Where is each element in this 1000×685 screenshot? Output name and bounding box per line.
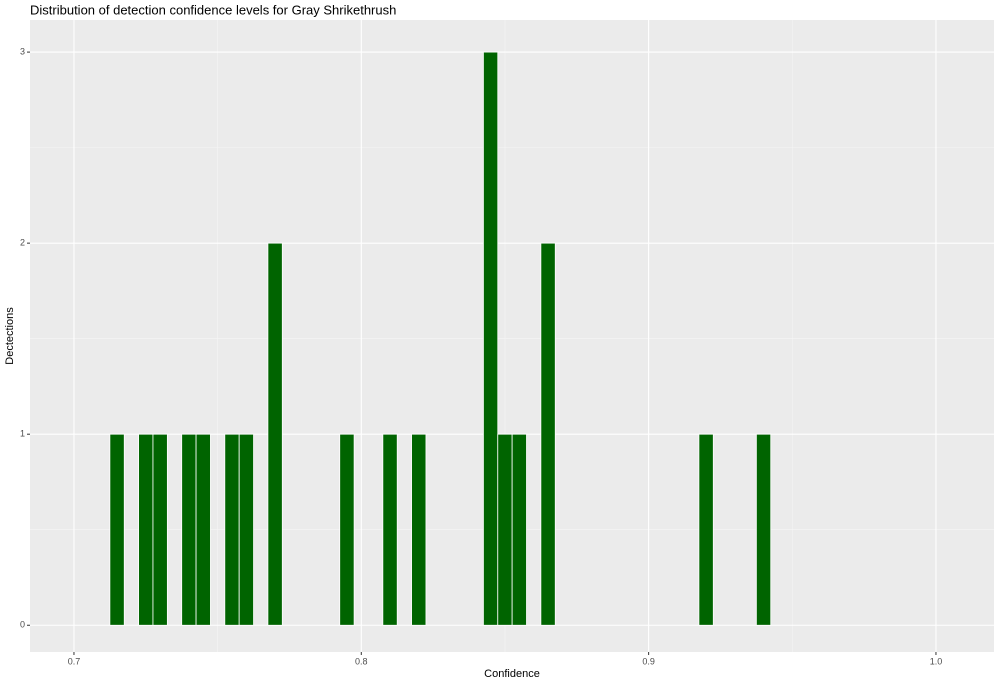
bar — [497, 433, 513, 626]
x-tick-label: 1.0 — [930, 656, 943, 666]
y-tick-label: 2 — [20, 238, 25, 248]
bar — [382, 433, 398, 626]
bar — [181, 433, 197, 626]
x-axis-title: Confidence — [484, 668, 540, 680]
y-tick-label: 1 — [20, 429, 25, 439]
y-tick-label: 3 — [20, 46, 25, 56]
chart-title: Distribution of detection confidence lev… — [30, 2, 396, 17]
bar — [511, 433, 527, 626]
bar — [224, 433, 240, 626]
bar — [195, 433, 211, 626]
bar — [698, 433, 714, 626]
bar — [411, 433, 427, 626]
bar — [138, 433, 154, 626]
bar — [339, 433, 355, 626]
x-tick-label: 0.7 — [68, 656, 81, 666]
x-tick-label: 0.8 — [355, 656, 368, 666]
y-tick-label: 0 — [20, 620, 25, 630]
y-axis-title: Dectections — [4, 307, 16, 365]
bar — [238, 433, 254, 626]
bar — [755, 433, 772, 626]
bar — [152, 433, 168, 626]
bar — [540, 242, 556, 626]
bar — [109, 433, 125, 626]
x-tick-label: 0.9 — [642, 656, 655, 666]
bar — [483, 51, 499, 626]
bar — [267, 242, 283, 626]
